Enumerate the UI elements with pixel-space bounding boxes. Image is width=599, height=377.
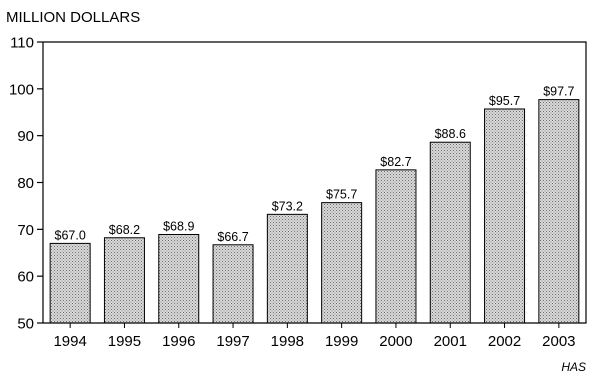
x-axis-ticks: 1994 1995 1996 1997 1998 1999 2000 2001 2002 2003 — [53, 323, 576, 350]
data-labels: $67.0 $68.2 $68.9 $66.7 $73.2 $75.7 $82.7 $88.6… — [55, 85, 575, 244]
bar — [538, 99, 580, 324]
y-tick-label: 70 — [17, 222, 34, 239]
bar — [158, 233, 200, 324]
x-tick-label: 1995 — [108, 333, 141, 350]
x-tick-label: 2003 — [542, 333, 575, 350]
bar-data-label: $67.0 — [55, 228, 86, 242]
bar — [212, 244, 254, 324]
y-axis-label: MILLION DOLLARS — [6, 9, 140, 26]
bar — [266, 213, 308, 324]
y-tick-label: 90 — [17, 128, 34, 145]
x-tick-label: 1999 — [325, 333, 358, 350]
bar-data-label: $97.7 — [543, 85, 574, 99]
bar-data-label: $66.7 — [217, 230, 248, 244]
bar-data-label: $68.2 — [109, 223, 140, 237]
bar — [49, 242, 91, 324]
y-tick-label: 50 — [17, 316, 34, 333]
y-tick-label: 100 — [9, 81, 34, 98]
y-tick-label: 60 — [17, 269, 34, 286]
bar — [429, 141, 471, 324]
bar — [103, 237, 145, 324]
bar-data-label: $75.7 — [326, 188, 357, 202]
x-tick-label: 1997 — [216, 333, 249, 350]
bar — [375, 169, 417, 324]
y-tick-label: 110 — [10, 35, 34, 52]
bar — [321, 202, 363, 324]
bars — [49, 99, 580, 324]
x-tick-label: 2002 — [488, 333, 521, 350]
x-tick-label: 1994 — [53, 333, 86, 350]
source-credit: HAS — [561, 360, 586, 374]
y-axis-ticks: 50 60 70 80 90 100 110 — [9, 35, 43, 333]
x-tick-label: 2000 — [379, 333, 412, 350]
x-tick-label: 1998 — [271, 333, 304, 350]
bar-data-label: $88.6 — [435, 127, 466, 141]
bar-data-label: $82.7 — [380, 155, 411, 169]
y-tick-label: 80 — [17, 175, 34, 192]
bar — [484, 108, 526, 324]
bar-data-label: $95.7 — [489, 94, 520, 108]
x-tick-label: 2001 — [434, 333, 467, 350]
x-tick-label: 1996 — [162, 333, 195, 350]
axis-frame — [42, 41, 587, 324]
bar-data-label: $73.2 — [272, 199, 303, 213]
bar-data-label: $68.9 — [163, 219, 194, 233]
